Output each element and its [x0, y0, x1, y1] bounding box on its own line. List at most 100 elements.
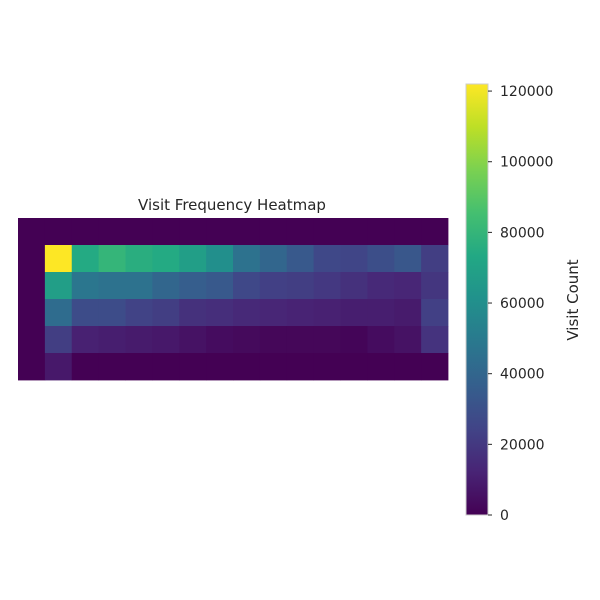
heatmap-cell	[71, 218, 100, 246]
heatmap-cell	[421, 326, 449, 354]
heatmap-cell	[233, 353, 261, 381]
heatmap-cell	[179, 218, 207, 246]
heatmap-cell	[179, 245, 207, 273]
heatmap-cell	[340, 299, 368, 327]
heatmap-cell	[18, 353, 46, 381]
heatmap-cell	[98, 272, 126, 300]
colorbar	[465, 83, 489, 516]
heatmap-cell	[233, 326, 261, 354]
heatmap-cell	[313, 245, 341, 273]
heatmap-cell	[286, 299, 315, 327]
heatmap-cell	[259, 245, 288, 273]
heatmap-cell	[152, 272, 180, 300]
heatmap-cell	[71, 326, 100, 354]
heatmap-cell	[259, 326, 288, 354]
heatmap-cell	[71, 245, 100, 273]
heatmap-cell	[421, 353, 449, 381]
heatmap-cell	[44, 245, 73, 273]
heatmap-cell	[286, 326, 315, 354]
heatmap-cell	[421, 245, 449, 273]
heatmap-cell	[18, 326, 46, 354]
heatmap-cell	[152, 299, 180, 327]
colorbar-label: Visit Count	[564, 259, 582, 340]
heatmap-cell	[152, 326, 180, 354]
heatmap-cell	[286, 245, 315, 273]
heatmap-cell	[394, 326, 422, 354]
heatmap-cell	[179, 299, 207, 327]
heatmap-cell	[367, 353, 395, 381]
heatmap-cell	[233, 299, 261, 327]
heatmap-cell	[394, 353, 422, 381]
heatmap-cell	[340, 353, 368, 381]
colorbar-tick-label: 120000	[500, 84, 553, 100]
heatmap-cell	[394, 245, 422, 273]
heatmap-cell	[259, 218, 288, 246]
heatmap-cell	[394, 218, 422, 246]
heatmap-cell	[125, 326, 153, 354]
heatmap-cell	[206, 326, 234, 354]
heatmap-cell	[421, 272, 449, 300]
heatmap-cell	[98, 245, 126, 273]
heatmap-cell	[313, 326, 341, 354]
heatmap-cell	[313, 353, 341, 381]
heatmap-cell	[179, 326, 207, 354]
heatmap-cell	[125, 245, 153, 273]
colorbar-tick-label: 60000	[500, 296, 545, 312]
heatmap-cell	[259, 299, 288, 327]
heatmap-cell	[44, 326, 73, 354]
heatmap-cell	[340, 326, 368, 354]
heatmap-cell	[394, 272, 422, 300]
heatmap-cell	[259, 272, 288, 300]
heatmap-cell	[18, 299, 46, 327]
heatmap-cell	[367, 299, 395, 327]
heatmap-cell	[286, 353, 315, 381]
heatmap-cell	[313, 299, 341, 327]
heatmap-cell	[367, 272, 395, 300]
heatmap-cell	[233, 272, 261, 300]
heatmap-cell	[206, 272, 234, 300]
heatmap-cell	[98, 299, 126, 327]
heatmap-cells	[18, 218, 449, 381]
heatmap-cell	[286, 272, 315, 300]
heatmap-cell	[152, 218, 180, 246]
heatmap-cell	[233, 245, 261, 273]
heatmap-cell	[179, 353, 207, 381]
heatmap-cell	[125, 299, 153, 327]
heatmap-cell	[44, 299, 73, 327]
heatmap-cell	[340, 218, 368, 246]
heatmap-cell	[233, 218, 261, 246]
heatmap-cell	[44, 353, 73, 381]
heatmap-cell	[394, 299, 422, 327]
heatmap-cell	[98, 353, 126, 381]
heatmap-cell	[18, 272, 46, 300]
heatmap-cell	[152, 245, 180, 273]
heatmap-cell	[44, 218, 73, 246]
heatmap-cell	[421, 299, 449, 327]
colorbar-tick-label: 40000	[500, 367, 545, 383]
heatmap-cell	[152, 353, 180, 381]
heatmap-cell	[286, 218, 315, 246]
colorbar-tick-label: 80000	[500, 225, 545, 241]
heatmap-cell	[367, 245, 395, 273]
heatmap-cell	[98, 326, 126, 354]
heatmap-cell	[206, 353, 234, 381]
heatmap-cell	[71, 353, 100, 381]
colorbar-ticks: 0 20000 40000 60000 80000 100000 120000	[488, 84, 553, 524]
heatmap-cell	[421, 218, 449, 246]
colorbar-tick-label: 0	[500, 508, 509, 524]
heatmap-cell	[18, 218, 46, 246]
heatmap-cell	[125, 218, 153, 246]
heatmap-cell	[313, 272, 341, 300]
heatmap-cell	[71, 272, 100, 300]
heatmap-cell	[313, 218, 341, 246]
heatmap-cell	[259, 353, 288, 381]
heatmap-cell	[179, 272, 207, 300]
heatmap-cell	[44, 272, 73, 300]
heatmap-cell	[206, 218, 234, 246]
heatmap-cell	[125, 272, 153, 300]
heatmap-cell	[98, 218, 126, 246]
heatmap-cell	[206, 299, 234, 327]
heatmap-cell	[206, 245, 234, 273]
chart-title: Visit Frequency Heatmap	[138, 196, 326, 214]
